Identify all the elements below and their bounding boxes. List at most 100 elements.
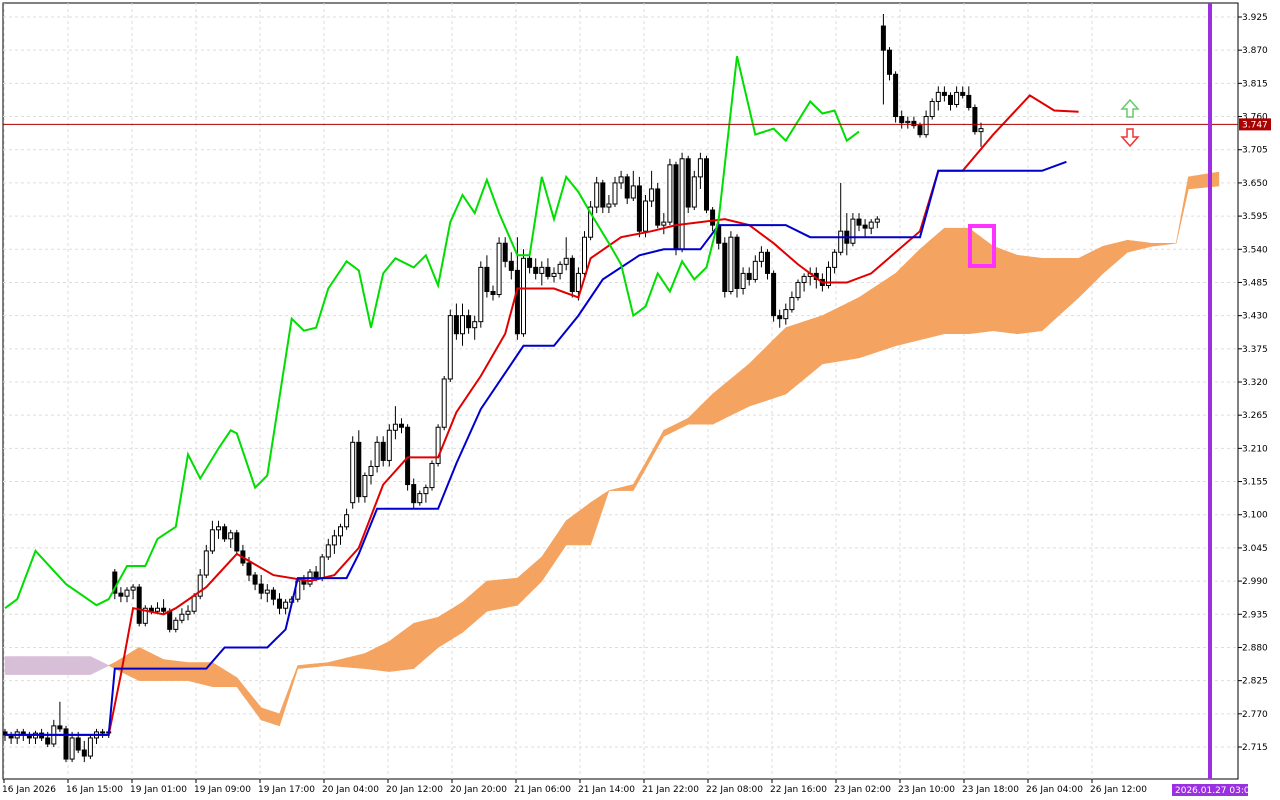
candle-body — [777, 315, 783, 320]
time-tick-label: 23 Jan 02:00 — [834, 785, 891, 795]
cloud-segment — [419, 619, 427, 664]
candle-body — [399, 423, 404, 428]
candle-body — [270, 589, 276, 600]
candle-body — [484, 266, 490, 293]
candle-body — [740, 272, 746, 289]
cloud-segment — [974, 232, 982, 334]
cloud-segment — [35, 656, 42, 675]
candle-body — [551, 272, 557, 277]
candle-body — [502, 242, 508, 262]
candle-body — [966, 94, 972, 108]
cloud-segment — [29, 656, 36, 675]
cloud-segment — [395, 631, 402, 672]
cloud-segment — [1157, 242, 1165, 246]
cloud-segment — [212, 661, 219, 687]
candle-body — [514, 269, 520, 335]
time-tick-label: 20 Jan 12:00 — [386, 785, 443, 795]
cloud-segment — [193, 662, 201, 685]
candle-body — [374, 441, 380, 467]
candle-body — [69, 737, 75, 760]
cloud-segment — [346, 656, 354, 668]
cloud-segment — [1194, 174, 1201, 189]
candle-body — [368, 465, 374, 477]
cloud-segment — [1029, 256, 1037, 333]
candle-body — [435, 426, 441, 464]
cloud-segment — [962, 227, 970, 335]
cloud-segment — [523, 566, 530, 600]
cloud-segment — [71, 656, 79, 675]
candle-body — [758, 251, 764, 262]
cloud-segment — [1084, 251, 1092, 293]
cloud-segment — [565, 515, 573, 546]
candle-body — [801, 275, 807, 283]
time-tick-label: 22 Jan 08:00 — [706, 785, 763, 795]
time-tick-label: 19 Jan 17:00 — [258, 785, 315, 795]
candle-body — [173, 619, 179, 630]
time-tick-label: 26 Jan 04:00 — [1026, 785, 1083, 795]
cloud-segment — [1066, 258, 1073, 310]
cloud-segment — [870, 284, 878, 355]
candle-body — [142, 607, 148, 624]
price-tick-label: 3.705 — [1242, 146, 1268, 156]
candle-body — [600, 182, 606, 208]
candle-body — [362, 475, 368, 498]
ichimoku-cloud — [4, 171, 1220, 727]
price-tick-label: 3.045 — [1242, 544, 1268, 554]
current-price-badge — [1239, 118, 1271, 131]
cloud-segment — [1035, 257, 1043, 332]
cloud-segment — [474, 585, 482, 623]
time-tick-label: 21 Jan 22:00 — [642, 785, 699, 795]
time-tick-label: 21 Jan 14:00 — [578, 785, 635, 795]
cloud-segment — [22, 656, 30, 675]
candle-body — [734, 236, 740, 289]
candle-body — [136, 586, 142, 624]
cloud-segment — [828, 309, 835, 364]
price-tick-label: 3.485 — [1242, 278, 1268, 288]
cloud-segment — [901, 260, 909, 345]
cloud-segment — [907, 254, 915, 344]
cloud-segment — [480, 580, 488, 618]
up-arrow-icon — [1120, 98, 1140, 118]
cloud-segment — [797, 321, 805, 385]
candle-body — [606, 203, 612, 208]
cloud-segment — [321, 662, 329, 667]
cloud-segment — [712, 388, 720, 425]
cloud-segment — [1078, 254, 1085, 299]
candle-body — [795, 281, 801, 299]
cloud-segment — [1017, 254, 1025, 335]
price-tick-label: 2.825 — [1242, 677, 1268, 687]
time-axis: 16 Jan 2026 16 Jan 15:00 19 Jan 01:00 19 Ja… — [2, 779, 1256, 796]
candle-body — [63, 728, 69, 760]
cloud-segment — [883, 276, 890, 351]
cloud-segment — [1041, 258, 1049, 332]
candle-body — [929, 100, 935, 118]
candle-body — [765, 251, 770, 274]
candle-body — [954, 91, 960, 105]
candle-body — [972, 106, 978, 133]
price-axis: 3.925 3.870 3.815 3.760 3.705 3.650 3.595 3.540… — [1238, 13, 1271, 753]
cloud-segment — [998, 248, 1006, 333]
cloud-segment — [340, 657, 347, 668]
price-tick-label: 2.990 — [1242, 577, 1268, 587]
cloud-segment — [889, 272, 896, 349]
candle-body — [252, 574, 258, 585]
cloud-segment — [858, 292, 866, 359]
candle-body — [582, 236, 587, 274]
candle-body — [411, 484, 417, 504]
cloud-segment — [449, 605, 457, 641]
cloud-segment — [437, 612, 445, 648]
cloud-segment — [913, 248, 921, 342]
cloud-segment — [876, 280, 884, 353]
cloud-segment — [413, 621, 421, 670]
cloud-segment — [504, 578, 512, 609]
candle-body — [655, 188, 661, 226]
candle-body — [923, 116, 929, 136]
cloud-segment — [388, 636, 396, 672]
cloud-segment — [736, 368, 744, 413]
time-tick-label: 19 Jan 09:00 — [194, 785, 251, 795]
candle-body — [636, 185, 642, 232]
candle-body — [161, 607, 167, 612]
cloud-segment — [358, 653, 366, 669]
cloud-segment — [1169, 242, 1177, 245]
